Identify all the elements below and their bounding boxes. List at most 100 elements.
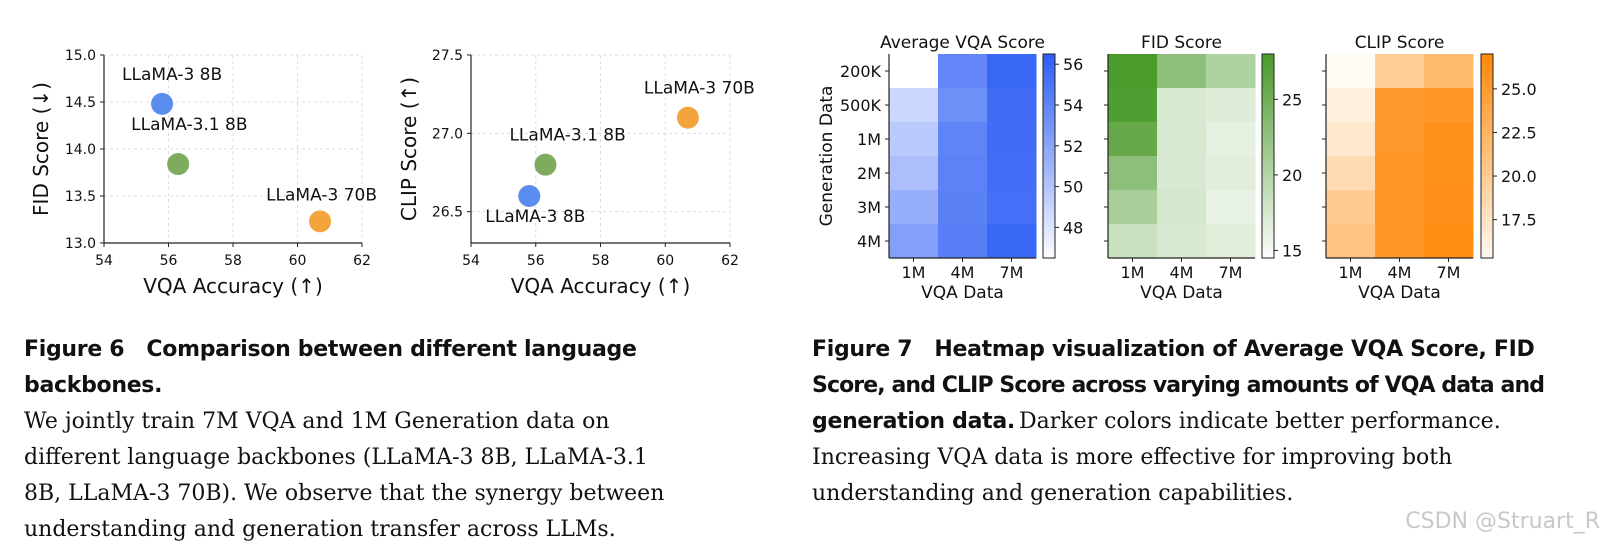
figure-7-title-1: Heatmap visualization of Average VQA Sco… <box>934 337 1535 362</box>
heatmap-cell <box>1206 224 1256 259</box>
colorbar-segment <box>1481 176 1493 183</box>
colorbar-segment <box>1043 242 1055 249</box>
colorbar-segment <box>1481 69 1493 75</box>
colorbar-segment <box>1043 201 1055 208</box>
heatmap-cell <box>938 88 988 123</box>
colorbar-segment <box>1262 79 1274 86</box>
colorbar-segment <box>1043 191 1055 198</box>
figure-6-line-3: 8B, LLaMA-3 70B). We observe that the sy… <box>24 481 665 506</box>
colorbar-segment <box>1043 84 1055 91</box>
colorbar-segment <box>1043 94 1055 101</box>
colorbar-segment <box>1262 201 1274 208</box>
colorbar-segment <box>1043 176 1055 183</box>
heatmap-cell <box>1326 88 1376 123</box>
colorbar-segment <box>1481 191 1493 198</box>
figure-7-line-4: Increasing VQA data is more effective fo… <box>812 445 1453 470</box>
colorbar-segment <box>1043 120 1055 126</box>
colorbar-segment <box>1481 156 1493 162</box>
colorbar-segment <box>1043 74 1055 81</box>
colorbar-segment <box>1262 222 1274 228</box>
heatmap-cell <box>1206 190 1256 225</box>
colorbar-segment <box>1481 145 1493 152</box>
colorbar-segment <box>1043 217 1055 223</box>
colorbar-segment <box>1043 150 1055 157</box>
colorbar-segment <box>1262 242 1274 249</box>
colorbar-segment <box>1043 252 1055 259</box>
colorbar-segment <box>1262 59 1274 65</box>
heatmap-cell <box>1375 190 1425 225</box>
x-axis-title: VQA Accuracy (↑) <box>143 274 323 298</box>
point-label: LLaMA-3 70B <box>266 185 377 205</box>
heatmap-cell <box>987 156 1037 191</box>
colorbar-segment <box>1481 196 1493 203</box>
figure-7-title-line-1: Figure 7 Heatmap visualization of Averag… <box>812 332 1592 368</box>
colorbar-segment <box>1481 94 1493 101</box>
y-tick-label: 26.5 <box>432 205 463 221</box>
heatmap-cell <box>1326 54 1376 89</box>
heatmap-cell <box>1157 156 1207 191</box>
heatmap-cell <box>889 54 939 89</box>
colorbar-segment <box>1262 74 1274 81</box>
heatmap-cell <box>1206 156 1256 191</box>
colorbar-segment <box>1262 69 1274 75</box>
figure-7-label: Figure 7 <box>812 337 913 362</box>
colorbar-segment <box>1481 89 1493 96</box>
colorbar-segment <box>1481 125 1493 132</box>
x-tick-label: 58 <box>592 253 610 269</box>
colorbar-segment <box>1262 166 1274 172</box>
colorbar-segment <box>1043 115 1055 121</box>
colorbar-segment <box>1262 247 1274 254</box>
y-tick-label: 13.0 <box>65 236 96 252</box>
colorbar-segment <box>1262 125 1274 132</box>
figures-canvas: 54 56 58 60 62 13.0 13.5 14.0 14.5 15.0 VQA Accura… <box>29 33 1537 303</box>
colorbar-tick-label: 48 <box>1063 218 1083 237</box>
data-point <box>167 153 190 176</box>
colorbar-segment <box>1481 54 1493 60</box>
colorbar-segment <box>1262 64 1274 70</box>
colorbar-segment <box>1043 247 1055 254</box>
colorbar-segment <box>1262 232 1274 239</box>
colorbar-segment <box>1481 64 1493 70</box>
x-tick-label: 62 <box>721 253 739 269</box>
heatmap-cell <box>889 156 939 191</box>
colorbar-segment <box>1262 54 1274 60</box>
colorbar-segment <box>1481 207 1493 213</box>
colorbar-segment <box>1481 161 1493 167</box>
colorbar-segment <box>1043 105 1055 111</box>
heatmap-cell <box>1108 156 1158 191</box>
heatmap-cell <box>1108 190 1158 225</box>
colorbar-segment <box>1262 227 1274 234</box>
y-tick-label: 15.0 <box>65 48 96 64</box>
colorbar-segment <box>1262 171 1274 177</box>
colorbar-segment <box>1262 115 1274 121</box>
heatmap-cell <box>1108 88 1158 123</box>
colorbar-segment <box>1481 237 1493 244</box>
y-tick-label: 27.5 <box>432 48 463 64</box>
colorbar-segment <box>1043 54 1055 60</box>
y-tick-label: 4M <box>857 232 881 251</box>
heatmap-cell <box>1157 54 1207 89</box>
data-point <box>534 153 557 176</box>
x-tick-label: 62 <box>353 253 371 269</box>
colorbar-tick-label: 54 <box>1063 96 1083 115</box>
heatmap-cell <box>987 190 1037 225</box>
x-tick-label: 7M <box>1000 263 1024 282</box>
heatmap-cell <box>1108 54 1158 89</box>
colorbar-segment <box>1262 135 1274 142</box>
x-tick-label: 54 <box>95 253 113 269</box>
colorbar-segment <box>1043 79 1055 86</box>
figure-7-caption: Figure 7 Heatmap visualization of Averag… <box>812 332 1592 512</box>
heatmap-cell <box>1157 88 1207 123</box>
heatmap-cell <box>1375 54 1425 89</box>
colorbar-segment <box>1043 135 1055 142</box>
colorbar-tick-label: 52 <box>1063 137 1083 156</box>
colorbar-segment <box>1043 130 1055 137</box>
x-tick-label: 7M <box>1219 263 1243 282</box>
colorbar-tick-label: 17.5 <box>1501 211 1537 230</box>
heatmap-cell <box>1375 122 1425 157</box>
x-tick-label: 4M <box>951 263 975 282</box>
colorbar-segment <box>1481 166 1493 172</box>
heatmap-cell <box>1424 122 1474 157</box>
